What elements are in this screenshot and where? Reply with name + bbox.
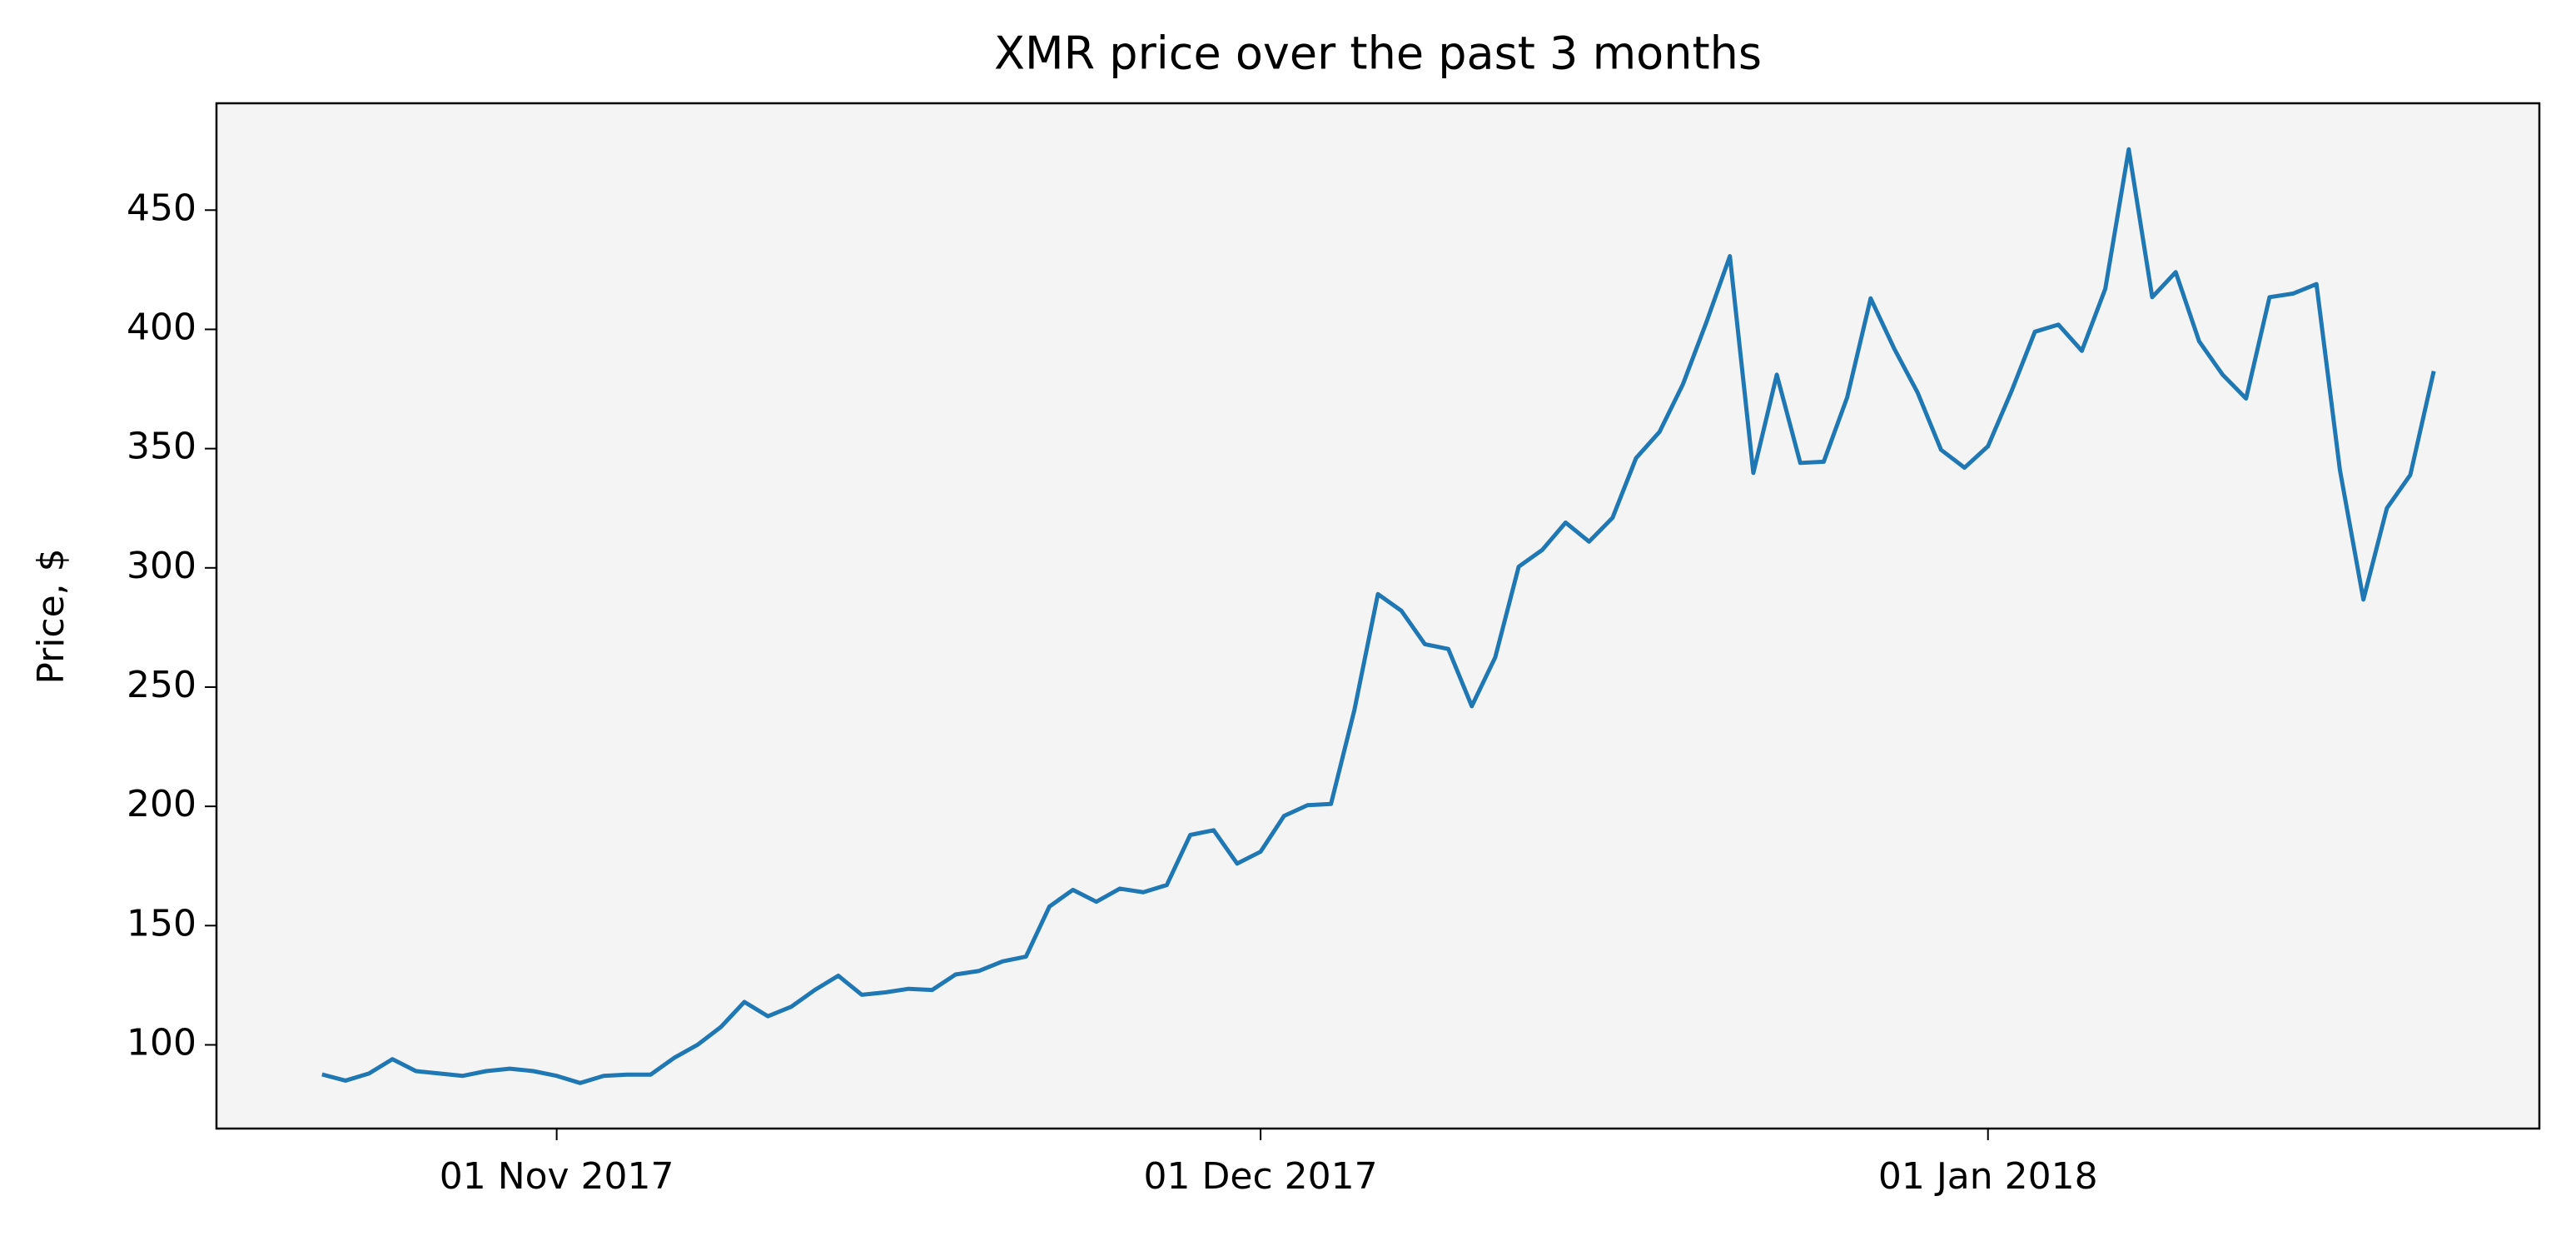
x-tick-label: 01 Dec 2017: [1144, 1155, 1378, 1198]
y-tick-label: 350: [127, 426, 196, 468]
y-axis-label: Price, $: [30, 548, 72, 684]
y-tick-label: 150: [127, 902, 196, 944]
plot-area: [215, 102, 2541, 1130]
y-tick-label: 100: [127, 1021, 196, 1064]
y-tick-label: 450: [127, 187, 196, 229]
price-line: [321, 147, 2436, 1085]
chart-title: XMR price over the past 3 months: [994, 27, 1762, 80]
y-tick-label: 400: [127, 306, 196, 348]
x-tick-label: 01 Nov 2017: [440, 1155, 674, 1198]
x-tick-label: 01 Jan 2018: [1878, 1155, 2098, 1198]
y-tick-label: 300: [127, 545, 196, 587]
y-tick-label: 200: [127, 783, 196, 825]
y-tick-label: 250: [127, 664, 196, 706]
